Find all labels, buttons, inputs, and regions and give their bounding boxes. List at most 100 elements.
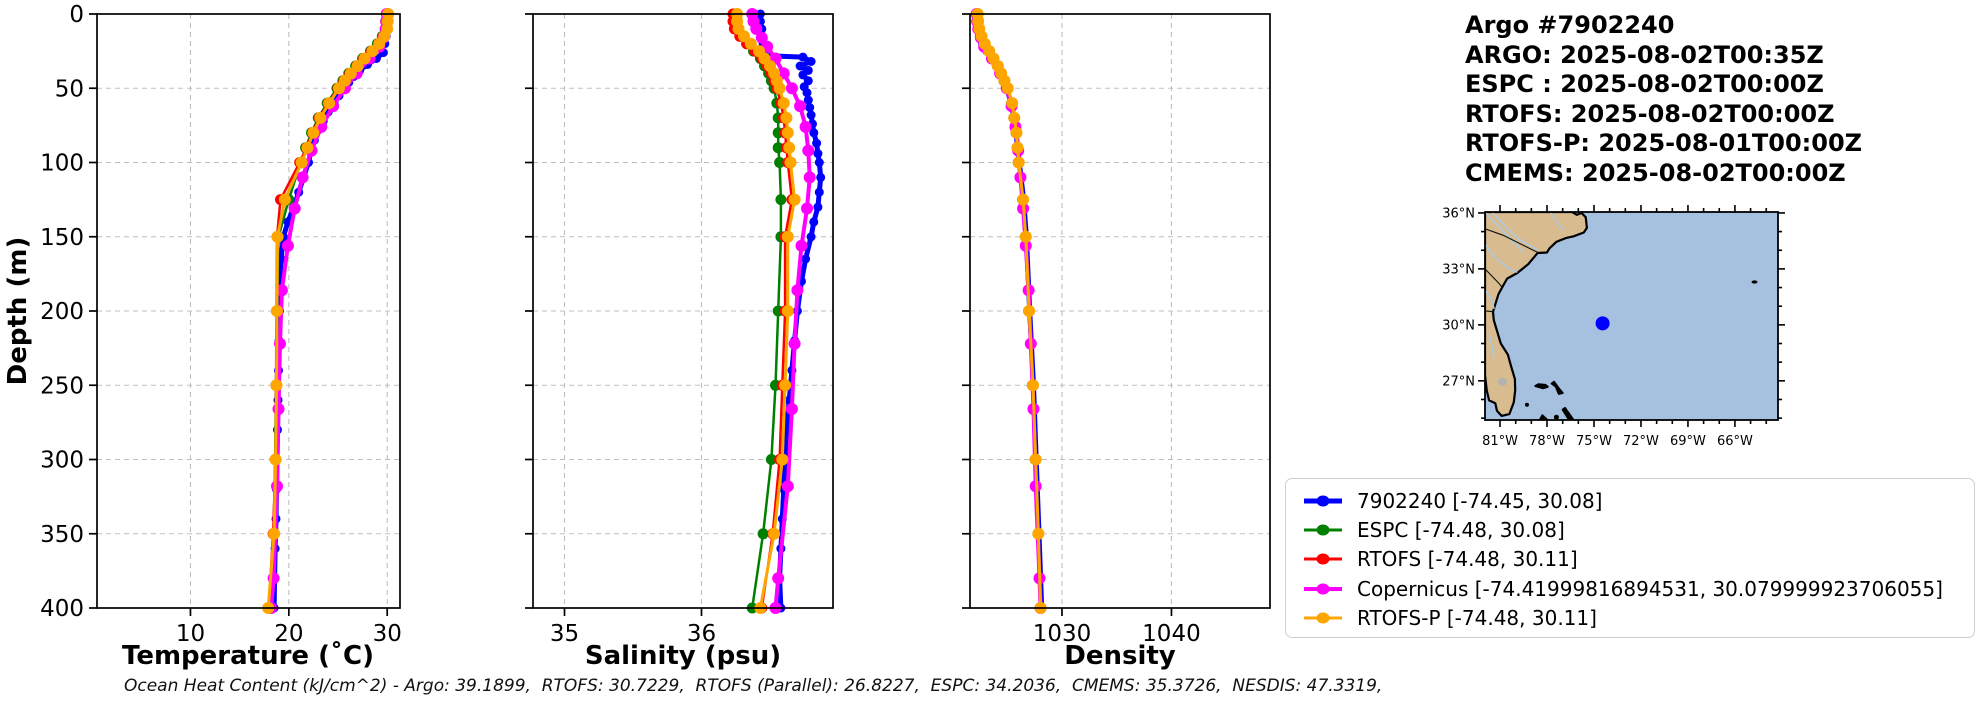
map-river — [1491, 212, 1538, 251]
legend-line-marker-swatch — [1304, 524, 1342, 536]
legend-line-marker-swatch — [1304, 495, 1342, 507]
data-point-marker — [281, 239, 294, 252]
map-lat-label: 27°N — [1442, 374, 1475, 389]
map-river — [1485, 244, 1518, 273]
data-point-marker — [773, 82, 786, 95]
data-point-marker — [275, 284, 288, 297]
map-island — [1524, 402, 1529, 407]
float-location-dot — [1595, 316, 1610, 331]
data-point-marker — [802, 88, 812, 98]
map-island — [1553, 414, 1559, 420]
map-river — [1488, 334, 1495, 359]
legend-marker — [1316, 524, 1330, 536]
depth-tick-label: 50 — [55, 76, 84, 102]
map-state-border — [1485, 310, 1494, 313]
data-point-marker — [757, 528, 769, 540]
map-river — [1485, 212, 1525, 253]
data-point-marker — [803, 171, 816, 184]
map-lon-label: 78°W — [1529, 434, 1565, 449]
data-point-marker — [812, 138, 822, 148]
data-point-marker — [296, 171, 309, 184]
data-point-marker — [784, 156, 797, 169]
data-point-marker — [1006, 97, 1019, 110]
x-tick-label: 36 — [687, 621, 716, 647]
data-point-marker — [323, 97, 336, 110]
data-point-marker — [1027, 379, 1039, 392]
data-point-marker — [794, 100, 807, 113]
title-espc-time: ESPC : 2025-08-02T00:00Z — [1465, 70, 1824, 98]
data-point-marker — [1019, 230, 1032, 243]
depth-tick-label: 300 — [40, 448, 84, 474]
legend-marker — [1316, 553, 1330, 565]
depth-tick-label: 150 — [40, 225, 84, 251]
data-point-marker — [314, 111, 327, 124]
legend-marker — [1316, 612, 1330, 624]
data-point-marker — [307, 126, 320, 139]
data-point-marker — [801, 254, 811, 264]
depth-axis-label: Depth (m) — [3, 236, 33, 386]
data-point-marker — [1017, 193, 1030, 206]
data-point-marker — [813, 202, 823, 212]
data-point-marker — [781, 305, 794, 317]
legend-label: RTOFS [-74.48, 30.11] — [1357, 547, 1578, 572]
map-lake-okeechobee — [1497, 377, 1507, 386]
data-point-marker — [271, 230, 284, 243]
map-lon-label: 72°W — [1623, 434, 1659, 449]
data-point-marker — [779, 379, 792, 392]
map-land-coastline — [1485, 212, 1588, 417]
data-point-marker — [775, 194, 787, 206]
data-point-marker — [1008, 111, 1021, 124]
legend-label: ESPC [-74.48, 30.08] — [1357, 518, 1565, 543]
temperature-axis-label: Temperature (˚C) — [122, 641, 374, 671]
map-content — [1485, 212, 1778, 420]
data-point-marker — [278, 193, 291, 206]
density-axis-label: Density — [1064, 641, 1176, 671]
data-point-marker — [1011, 141, 1024, 154]
data-point-marker — [806, 232, 816, 242]
data-point-marker — [772, 142, 784, 154]
data-point-marker — [1012, 156, 1025, 169]
data-point-marker — [333, 82, 345, 95]
data-point-marker — [1010, 126, 1023, 139]
data-point-marker — [806, 110, 816, 120]
data-point-marker — [295, 156, 308, 169]
data-point-marker — [1001, 82, 1014, 95]
profile-markers-RTOFS-P — [262, 8, 395, 614]
depth-tick-label: 250 — [40, 373, 84, 399]
data-point-marker — [272, 403, 285, 415]
map-state-border — [1485, 228, 1539, 254]
x-tick-label: 10 — [176, 621, 205, 647]
x-tick-label: 1040 — [1142, 621, 1201, 647]
data-point-marker — [1032, 527, 1045, 540]
data-point-marker — [809, 217, 819, 227]
data-point-marker — [788, 337, 801, 350]
data-point-marker — [776, 453, 789, 466]
map-lat-label: 36°N — [1442, 206, 1475, 221]
data-point-marker — [755, 31, 768, 44]
data-point-marker — [788, 193, 801, 206]
map-state-border — [1485, 268, 1503, 288]
data-point-marker — [772, 572, 785, 585]
map-lon-label: 75°W — [1576, 434, 1612, 449]
map-lon-label: 69°W — [1670, 434, 1706, 449]
data-point-marker — [744, 37, 757, 50]
map-border — [1484, 211, 1779, 421]
legend-box: 7902240 [-74.45, 30.08] ESPC [-74.48, 30.… — [1285, 478, 1975, 638]
data-point-marker — [271, 480, 283, 493]
data-point-marker — [806, 57, 816, 66]
legend-item-Copernicus: Copernicus [-74.41999816894531, 30.07999… — [1286, 574, 1974, 603]
map-river — [1549, 212, 1565, 232]
data-point-marker — [795, 61, 805, 71]
legend-line-marker-swatch — [1304, 583, 1342, 595]
data-point-marker — [814, 187, 824, 197]
data-point-marker — [777, 97, 790, 110]
map-river — [1485, 290, 1495, 310]
data-point-marker — [795, 239, 808, 252]
data-point-marker — [813, 149, 823, 159]
legend-label: 7902240 [-74.45, 30.08] — [1357, 488, 1603, 513]
location-map: 36°N 33°N 30°N 27°N 81°W 78°W 75°W 72°W 69°W 66°W — [1442, 205, 1785, 449]
x-tick-label: 35 — [550, 621, 579, 647]
data-point-marker — [809, 128, 819, 138]
title-rtofsp-time: RTOFS-P: 2025-08-01T00:00Z — [1465, 129, 1863, 157]
